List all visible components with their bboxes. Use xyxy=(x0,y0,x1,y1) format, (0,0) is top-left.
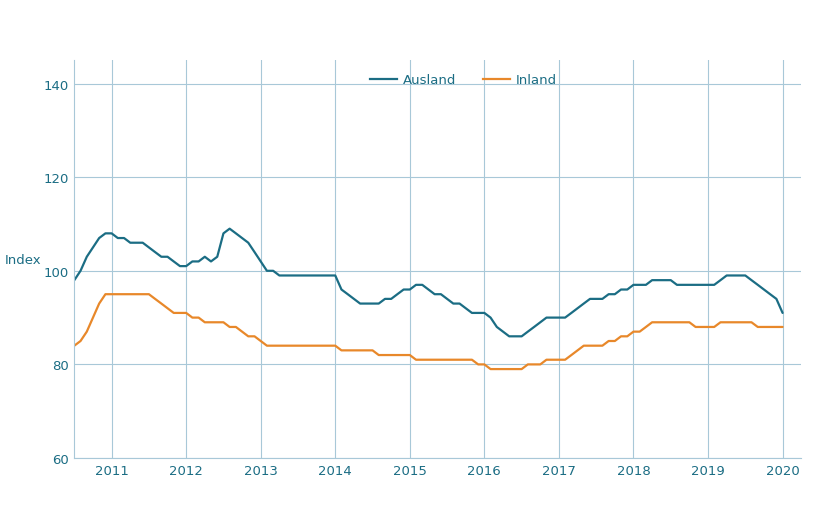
Legend: Ausland, Inland: Ausland, Inland xyxy=(365,69,563,93)
Text: Index: Index xyxy=(5,253,42,266)
